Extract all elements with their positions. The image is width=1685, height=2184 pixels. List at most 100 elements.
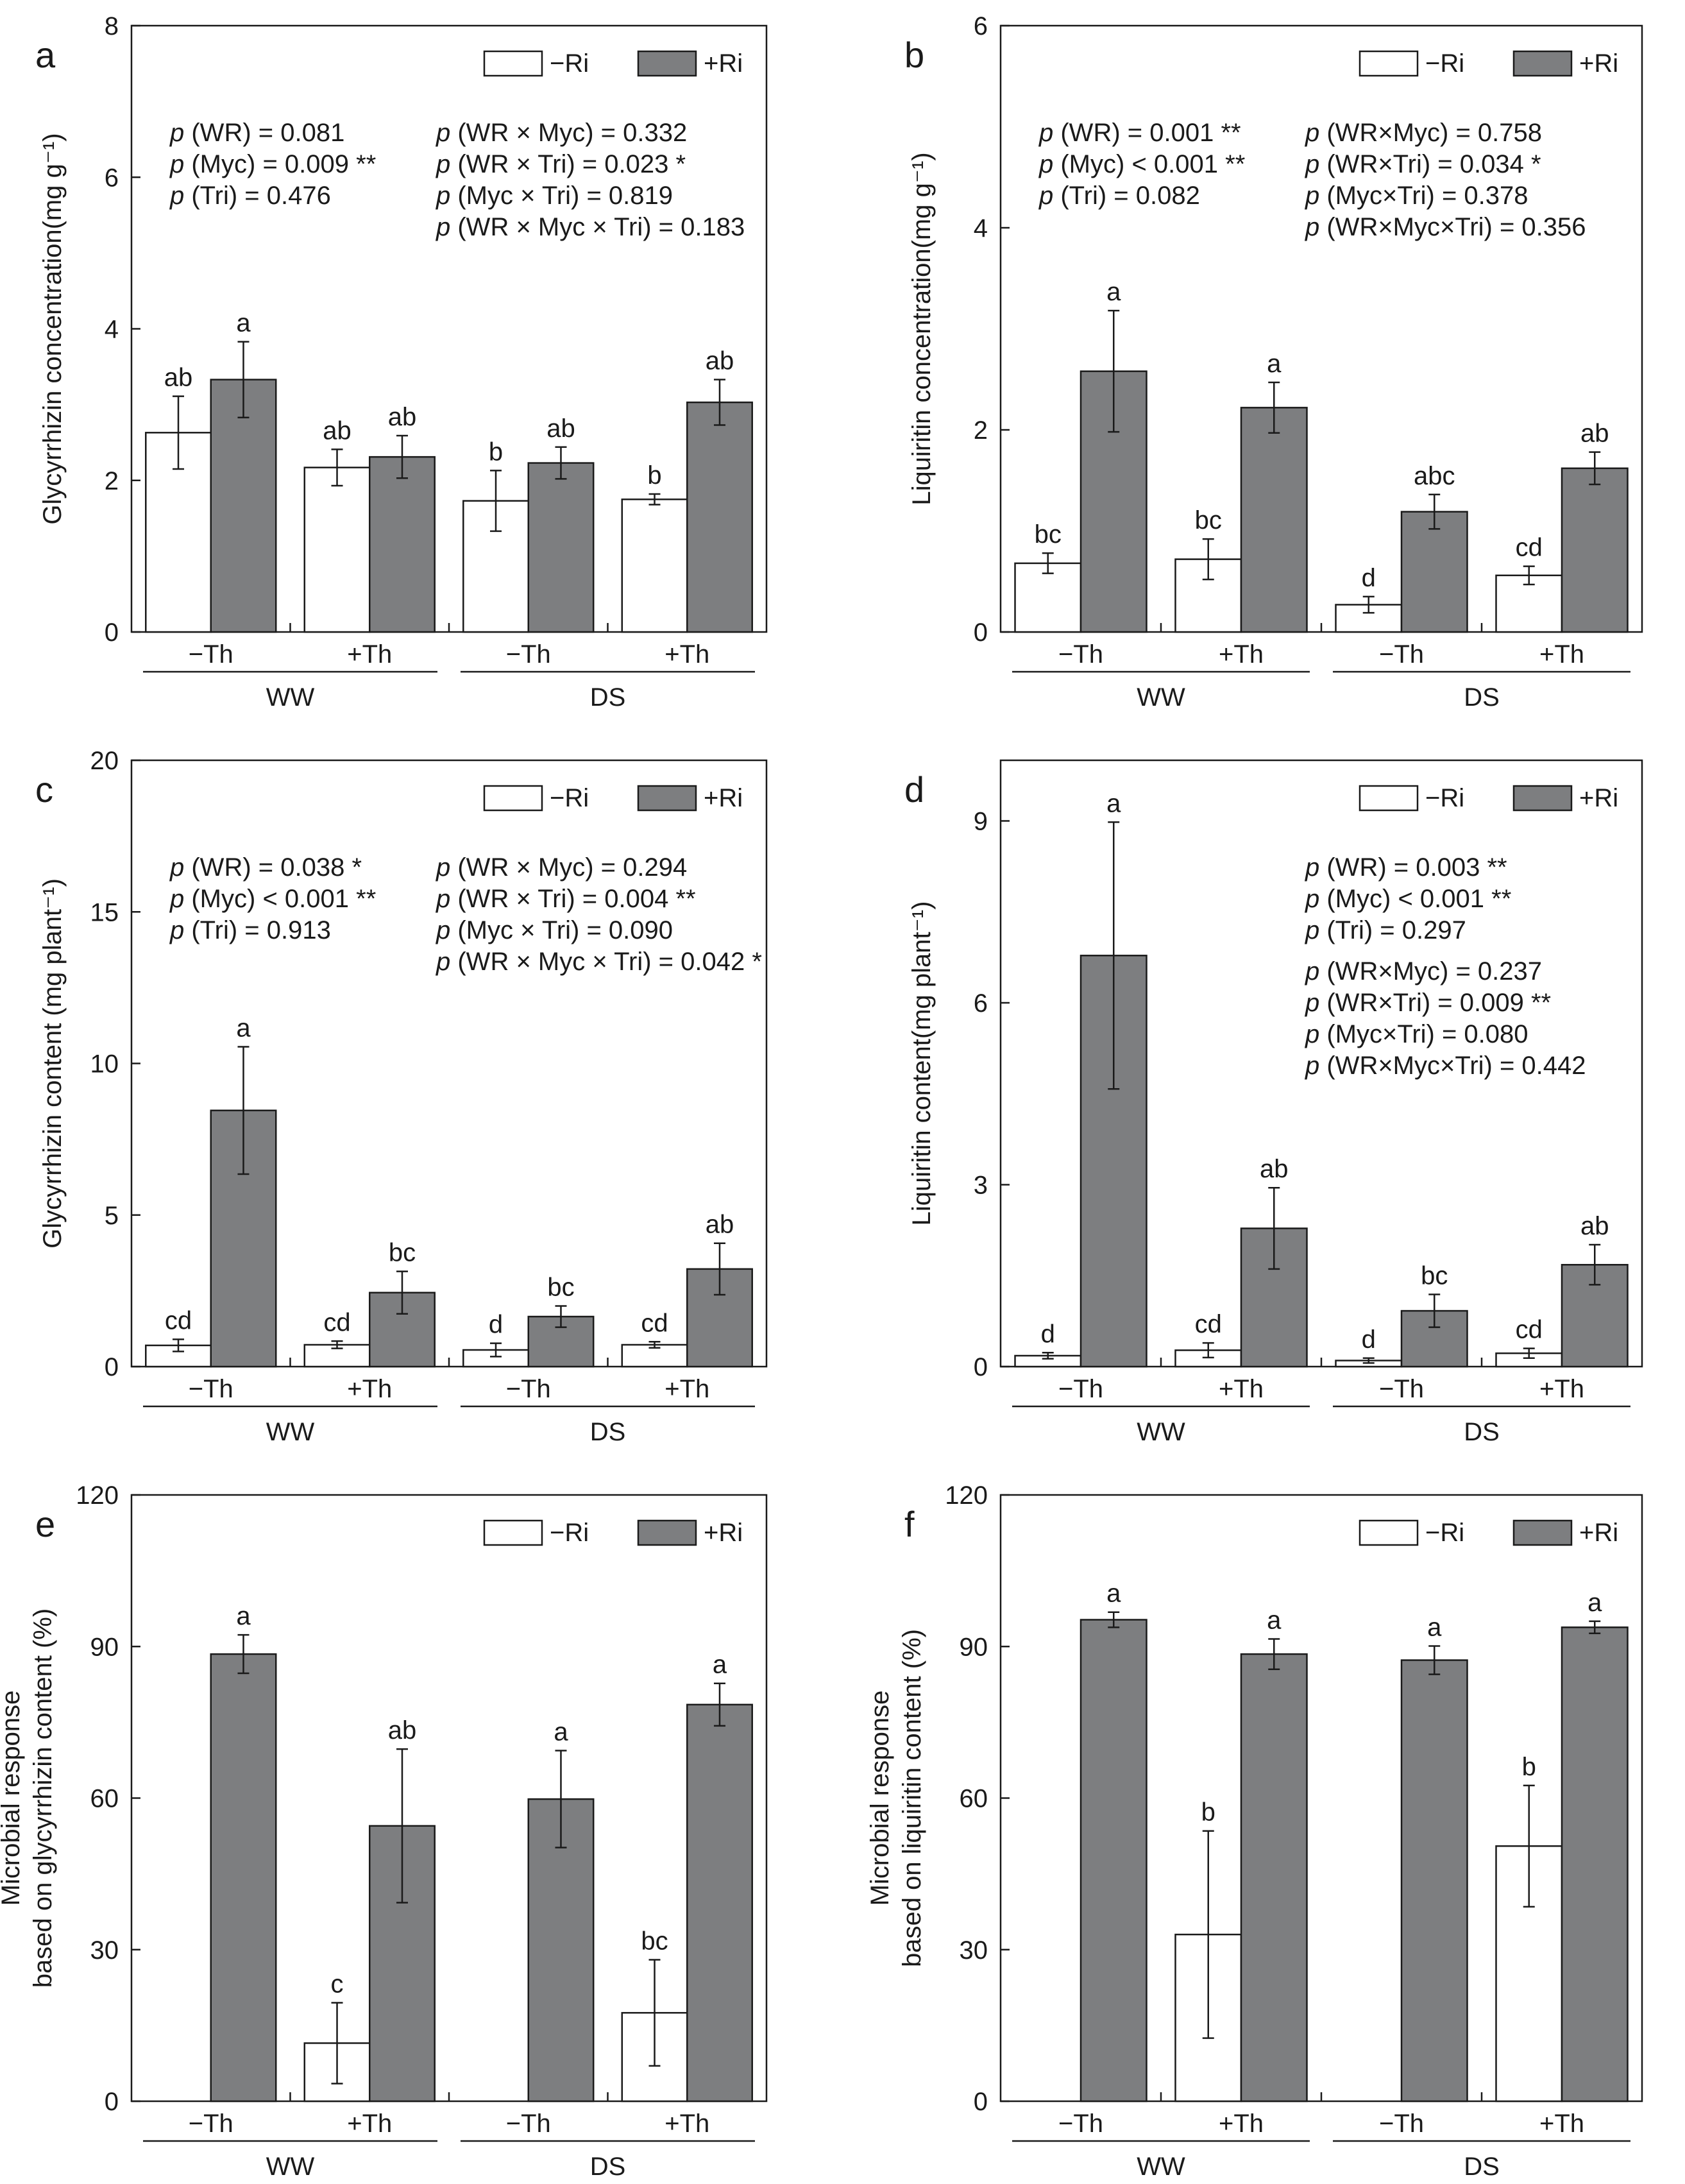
- legend-swatch-minus-ri: [483, 785, 543, 812]
- significance-letter: a: [236, 309, 251, 337]
- significance-letter: bc: [389, 1239, 416, 1267]
- error-bar: [1589, 451, 1601, 486]
- axes-frame: [130, 24, 768, 633]
- group-label: DS: [590, 2153, 626, 2181]
- y-tick-label: 0: [974, 2088, 988, 2116]
- p-value-line: p (WR×Myc) = 0.758: [1305, 119, 1542, 147]
- p-value-line: p (Myc) = 0.009 **: [169, 150, 376, 178]
- y-tick-label: 120: [76, 1481, 119, 1510]
- y-axis-title: Glycyrrhizin concentration(mg g⁻¹): [38, 133, 67, 524]
- bar-plus-ri: [1400, 1659, 1468, 2103]
- significance-letter: a: [1267, 1606, 1282, 1634]
- panel-label: c: [35, 769, 53, 810]
- panel-label: b: [904, 35, 924, 75]
- error-bar: [1362, 1357, 1375, 1364]
- panel-d: d 0 3 6 9 Liquiritin content(mg plant⁻¹) d a −Th…: [904, 759, 1643, 1446]
- significance-letter: a: [1106, 278, 1121, 306]
- bar-plus-ri: [527, 462, 595, 633]
- bar-minus-ri: [303, 466, 371, 633]
- error-bar: [1108, 309, 1120, 433]
- significance-letter: cd: [1516, 1316, 1543, 1344]
- significance-letter: b: [1201, 1798, 1215, 1827]
- significance-letter: ab: [706, 347, 734, 375]
- error-bar: [1202, 1342, 1214, 1359]
- y-axis-title: based on liquiritin content (%): [898, 1629, 926, 1967]
- significance-letter: a: [1427, 1613, 1442, 1641]
- significance-letter: bc: [1195, 506, 1222, 534]
- bar-plus-ri: [210, 1653, 277, 2103]
- p-value-line: p (Myc) < 0.001 **: [1305, 885, 1511, 913]
- group-label: DS: [590, 683, 626, 712]
- error-bar: [237, 1634, 250, 1675]
- significance-letter: d: [1041, 1320, 1055, 1348]
- x-tick-label: +Th: [1539, 2110, 1584, 2138]
- y-tick-label: 90: [960, 1633, 988, 1661]
- x-tick-label: +Th: [347, 2110, 392, 2138]
- group-label: DS: [590, 1418, 626, 1446]
- y-tick-label: 0: [974, 619, 988, 647]
- legend-label-plus-ri: +Ri: [704, 784, 743, 812]
- significance-letter: bc: [641, 1927, 668, 1956]
- y-tick-label: 20: [90, 747, 119, 775]
- error-bar: [555, 1750, 567, 1848]
- error-bar: [1108, 1611, 1120, 1628]
- significance-letter: a: [236, 1014, 251, 1043]
- error-bar: [1202, 1830, 1214, 2039]
- legend-swatch-minus-ri: [483, 50, 543, 77]
- p-value-line: p (WR) = 0.038 *: [169, 853, 362, 882]
- x-tick-label: +Th: [1219, 640, 1264, 669]
- p-value-line: p (WR × Tri) = 0.023 *: [436, 150, 686, 178]
- p-value-line: p (WR×Tri) = 0.009 **: [1305, 989, 1551, 1017]
- legend-swatch-minus-ri: [483, 1519, 543, 1546]
- y-tick-label: 6: [974, 12, 988, 40]
- significance-letter: ab: [1580, 1212, 1609, 1240]
- error-bar: [1202, 538, 1214, 581]
- significance-letter: cd: [1516, 534, 1543, 562]
- error-bar: [1268, 381, 1280, 434]
- bar-plus-ri: [527, 1798, 595, 2103]
- error-bar: [1523, 565, 1535, 586]
- p-value-line: p (WR) = 0.001 **: [1038, 119, 1241, 147]
- legend-swatch-plus-ri: [637, 785, 697, 812]
- legend-label-minus-ri: −Ri: [1425, 784, 1464, 812]
- y-tick-label: 6: [974, 989, 988, 1018]
- x-tick-label: +Th: [347, 640, 392, 669]
- p-value-line: p (WR × Myc) = 0.294: [436, 853, 687, 882]
- significance-letter: bc: [1035, 520, 1062, 549]
- bar-plus-ri: [1400, 511, 1468, 633]
- x-tick-label: −Th: [506, 640, 551, 669]
- x-tick-label: −Th: [1058, 1375, 1103, 1403]
- significance-letter: cd: [165, 1306, 192, 1335]
- significance-letter: a: [1106, 789, 1121, 817]
- y-tick-label: 10: [90, 1050, 119, 1079]
- x-tick-label: −Th: [1379, 640, 1424, 669]
- significance-letter: ab: [1260, 1155, 1289, 1183]
- y-axis-title: Liquiritin content(mg plant⁻¹): [908, 901, 936, 1226]
- y-tick-label: 6: [105, 164, 119, 192]
- bar-plus-ri: [686, 1703, 753, 2103]
- error-bar: [490, 1342, 502, 1358]
- y-tick-label: 30: [90, 1936, 119, 1965]
- p-value-line: p (WR × Tri) = 0.004 **: [436, 885, 696, 913]
- panel-label: a: [35, 35, 56, 75]
- significance-letter: bc: [1421, 1262, 1448, 1290]
- legend-swatch-plus-ri: [1512, 1519, 1573, 1546]
- p-value-line: p (Tri) = 0.476: [169, 182, 331, 210]
- error-bar: [555, 1305, 567, 1328]
- bar-plus-ri: [369, 456, 436, 633]
- error-bar: [1523, 1347, 1535, 1360]
- y-tick-label: 8: [105, 12, 119, 40]
- significance-letter: a: [236, 1602, 251, 1630]
- x-tick-label: −Th: [1379, 2110, 1424, 2138]
- legend-label-plus-ri: +Ri: [1579, 784, 1618, 812]
- significance-letter: a: [1267, 350, 1282, 378]
- x-tick-label: +Th: [1539, 1375, 1584, 1403]
- p-value-line: p (WR×Myc×Tri) = 0.356: [1305, 213, 1586, 241]
- error-bar: [1428, 1645, 1441, 1675]
- significance-letter: ab: [323, 416, 351, 445]
- y-axis-title: Glycyrrhizin content (mg plant⁻¹): [38, 878, 67, 1249]
- group-label: WW: [266, 683, 315, 712]
- p-value-line: p (Myc) < 0.001 **: [1038, 150, 1245, 178]
- x-tick-label: −Th: [189, 1375, 233, 1403]
- bar-plus-ri: [1561, 1626, 1629, 2103]
